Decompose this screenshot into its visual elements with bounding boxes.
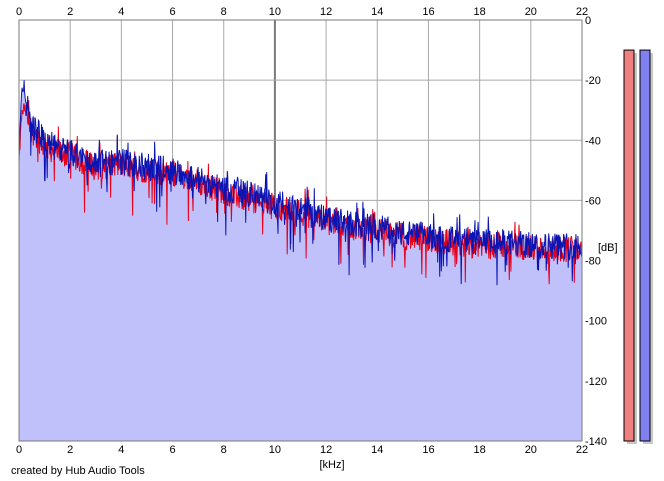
x-tick-label: 8 (221, 6, 227, 18)
level-meter-r (639, 49, 651, 442)
x-tick-label: 4 (118, 6, 124, 18)
x-tick-label: 14 (371, 444, 383, 456)
x-tick-label: 16 (422, 444, 434, 456)
x-tick-label: 18 (474, 444, 486, 456)
y-axis-label: [dB] (598, 242, 618, 254)
x-tick-label: 6 (169, 444, 175, 456)
y-tick-label: -140 (585, 436, 607, 448)
y-tick-label: -20 (585, 75, 601, 87)
x-tick-label: 2 (67, 444, 73, 456)
x-axis-label: [kHz] (319, 459, 344, 471)
y-tick-label: -80 (585, 256, 601, 268)
x-tick-labels-bottom: 0 2 4 6 8 10 12 14 16 18 20 22 (16, 444, 588, 456)
x-tick-label: 4 (118, 444, 124, 456)
y-tick-label: -120 (585, 376, 607, 388)
y-tick-labels: 0 -20 -40 -60 -80 -100 -120 -140 (585, 15, 607, 448)
y-tick-label: -40 (585, 135, 601, 147)
y-tick-label: -60 (585, 195, 601, 207)
credit-text: created by Hub Audio Tools (11, 465, 145, 477)
x-tick-label: 20 (525, 6, 537, 18)
y-tick-label: 0 (585, 15, 591, 27)
level-meter-l (623, 49, 635, 442)
level-meters (623, 49, 653, 444)
x-tick-label: 8 (221, 444, 227, 456)
x-tick-labels-top: 0 2 4 6 8 10 12 14 16 18 20 22 (16, 6, 588, 18)
x-tick-label: 0 (16, 6, 22, 18)
x-tick-label: 16 (422, 6, 434, 18)
y-tick-label: -100 (585, 316, 607, 328)
series-right-channel (18, 80, 583, 286)
x-tick-label: 14 (371, 6, 383, 18)
plot-frame (18, 19, 583, 442)
x-tick-label: 18 (474, 6, 486, 18)
x-tick-label: 12 (320, 444, 332, 456)
x-tick-label: 0 (16, 444, 22, 456)
x-tick-label: 10 (269, 6, 281, 18)
x-tick-label: 10 (269, 444, 281, 456)
x-tick-label: 6 (169, 6, 175, 18)
x-tick-label: 20 (525, 444, 537, 456)
x-tick-label: 22 (576, 444, 588, 456)
x-tick-label: 12 (320, 6, 332, 18)
x-tick-label: 2 (67, 6, 73, 18)
x-tick-label: 22 (576, 6, 588, 18)
